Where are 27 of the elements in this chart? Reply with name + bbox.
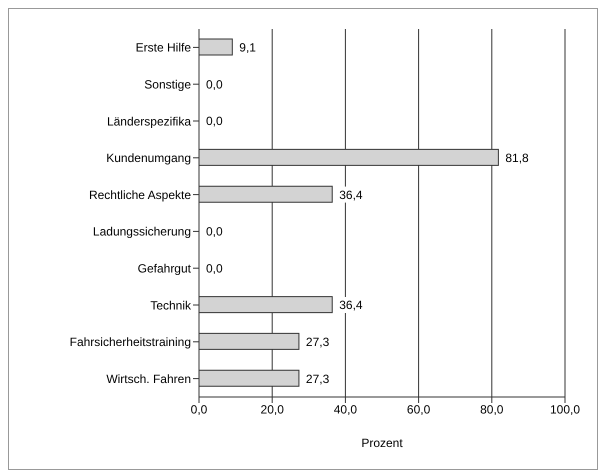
x-tick-label: 100,0 <box>550 402 580 417</box>
y-tick-label: Länderspezifika <box>106 114 192 128</box>
x-tick-label: 80,0 <box>480 402 504 417</box>
x-axis-title: Prozent <box>361 436 404 450</box>
data-label: 81,8 <box>505 151 530 165</box>
data-label: 27,3 <box>306 372 330 386</box>
x-tick-label: 40,0 <box>334 402 358 417</box>
y-tick-label: Wirtsch. Fahren <box>106 372 191 386</box>
y-tick-label: Fahrsicherheitstraining <box>70 335 191 350</box>
data-label: 27,3 <box>306 335 330 349</box>
data-label: 0,0 <box>206 77 224 92</box>
x-tick-label: 0,0 <box>190 402 208 417</box>
y-tick-label: Technik <box>150 298 192 312</box>
y-tick-label: Gefahrgut <box>138 261 192 276</box>
data-label: 0,0 <box>206 261 224 276</box>
y-tick-label: Kundenumgang <box>106 151 191 166</box>
y-tick-label: Rechtliche Aspekte <box>88 188 192 202</box>
data-label: 36,4 <box>339 298 363 312</box>
x-tick-label: 20,0 <box>260 402 284 417</box>
y-tick-label: Sonstige <box>144 77 192 92</box>
data-label: 0,0 <box>206 224 224 239</box>
data-label: 0,0 <box>206 114 224 128</box>
y-tick-label: Erste Hilfe <box>136 40 192 55</box>
y-tick-label: Ladungssicherung <box>92 224 191 239</box>
data-label: 36,4 <box>339 188 363 202</box>
data-label: 9,1 <box>239 40 256 55</box>
x-tick-label: 60,0 <box>406 402 431 417</box>
